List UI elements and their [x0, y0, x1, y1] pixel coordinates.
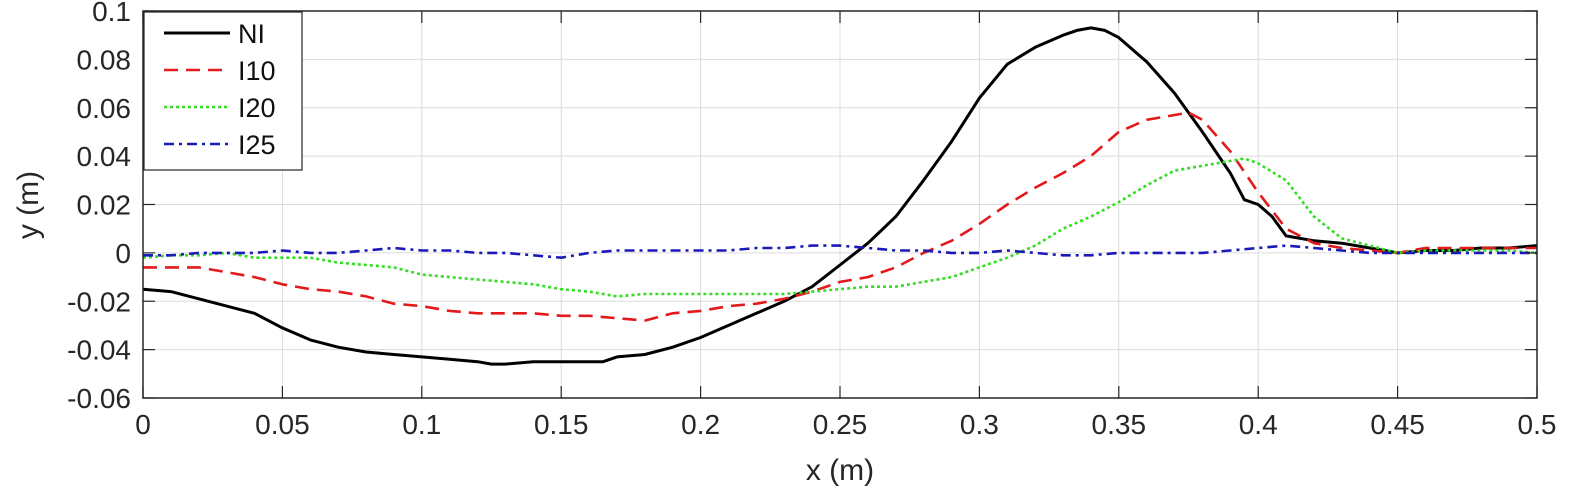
x-tick-label: 0.05	[255, 409, 310, 440]
x-tick-label: 0.25	[813, 409, 868, 440]
x-tick-label: 0.4	[1239, 409, 1278, 440]
x-tick-label: 0.35	[1092, 409, 1147, 440]
legend-label-i10: I10	[238, 56, 276, 86]
y-axis-label: y (m)	[12, 171, 45, 239]
x-tick-label: 0.45	[1370, 409, 1425, 440]
y-tick-label: 0.02	[77, 190, 132, 221]
legend: NI I10 I20 I25	[143, 11, 303, 171]
y-tick-label: -0.04	[67, 335, 131, 366]
series-line-i10	[143, 111, 1537, 322]
legend-label-i20: I20	[238, 93, 276, 123]
series-line-i20	[142, 157, 1538, 298]
y-tick-label: 0.1	[92, 0, 131, 27]
x-tick-label: 0.2	[681, 409, 720, 440]
y-tick-label: 0.04	[77, 141, 132, 172]
x-tick-label: 0	[135, 409, 151, 440]
x-tick-label: 0.15	[534, 409, 589, 440]
series-layer	[142, 26, 1538, 366]
y-tick-label: 0	[115, 238, 131, 269]
y-tick-label: 0.08	[77, 44, 132, 75]
axis-ticks: 0 0.05 0.1 0.15 0.2 0.25 0.3 0.35 0.4 0.45 0.5 -0.0…	[67, 0, 1556, 440]
series-line-i25	[143, 244, 1537, 260]
series-line-ni	[142, 26, 1538, 366]
x-tick-label: 0.3	[960, 409, 999, 440]
x-axis-label: x (m)	[806, 454, 874, 487]
y-tick-label: -0.06	[67, 383, 131, 414]
y-tick-label: -0.02	[67, 286, 131, 317]
legend-label-ni: NI	[238, 19, 265, 49]
x-tick-label: 0.5	[1518, 409, 1557, 440]
legend-box	[143, 11, 303, 171]
legend-label-i25: I25	[238, 130, 276, 160]
y-tick-label: 0.06	[77, 93, 132, 124]
x-tick-label: 0.1	[402, 409, 441, 440]
